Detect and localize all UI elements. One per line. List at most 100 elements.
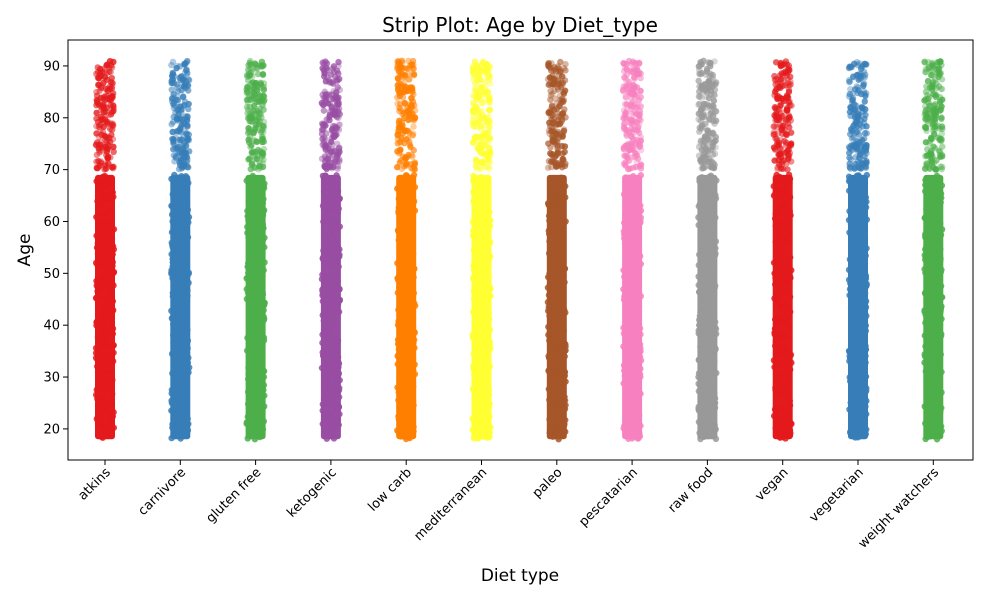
data-point xyxy=(937,351,944,358)
data-point xyxy=(922,368,929,375)
data-point xyxy=(170,139,177,147)
data-point xyxy=(848,63,855,71)
data-point xyxy=(474,327,481,335)
data-point xyxy=(99,381,107,388)
data-point xyxy=(936,344,943,351)
data-point xyxy=(328,370,335,377)
data-point xyxy=(771,191,779,199)
data-point xyxy=(850,379,857,386)
data-point xyxy=(176,136,183,144)
data-point xyxy=(772,268,780,276)
data-point xyxy=(322,58,329,65)
data-point xyxy=(409,132,416,139)
data-point xyxy=(471,253,479,260)
data-point xyxy=(244,388,252,396)
data-point xyxy=(252,124,259,132)
data-point xyxy=(546,336,553,344)
data-point xyxy=(244,400,252,408)
data-point xyxy=(174,224,182,232)
data-point xyxy=(547,328,554,335)
data-point xyxy=(708,343,716,350)
data-point xyxy=(409,153,416,160)
data-point xyxy=(395,195,402,203)
data-point xyxy=(853,102,860,109)
data-point xyxy=(861,115,868,122)
data-point xyxy=(849,127,857,135)
data-point xyxy=(402,71,409,79)
data-point xyxy=(861,129,869,137)
data-point xyxy=(335,263,342,270)
data-point xyxy=(406,373,413,381)
data-point xyxy=(183,130,190,138)
data-point xyxy=(180,163,187,170)
data-point xyxy=(259,149,266,156)
data-point xyxy=(779,433,786,441)
data-point xyxy=(847,280,854,287)
data-point xyxy=(103,134,110,141)
data-point xyxy=(788,359,795,366)
data-point xyxy=(255,94,263,101)
data-point xyxy=(185,137,193,144)
data-point xyxy=(93,282,100,289)
data-point xyxy=(559,243,566,250)
data-point xyxy=(107,205,115,213)
data-point xyxy=(409,291,416,299)
data-point xyxy=(251,274,259,282)
data-point xyxy=(470,123,477,130)
data-point xyxy=(480,293,487,301)
data-point xyxy=(109,308,116,315)
data-point xyxy=(176,393,183,400)
data-point xyxy=(624,225,631,232)
data-point xyxy=(108,390,116,398)
data-point xyxy=(331,147,338,155)
data-point xyxy=(482,366,490,374)
data-point xyxy=(109,251,116,258)
data-point xyxy=(260,83,267,91)
data-point xyxy=(627,278,634,285)
data-point xyxy=(625,435,632,442)
data-point xyxy=(928,295,936,303)
data-point xyxy=(321,234,329,241)
data-point xyxy=(107,245,115,252)
data-point xyxy=(856,139,863,146)
data-point xyxy=(100,173,107,180)
data-point xyxy=(709,301,717,308)
data-point xyxy=(336,158,343,165)
data-point xyxy=(710,97,718,104)
data-point xyxy=(105,383,112,390)
data-point xyxy=(471,413,478,420)
data-point xyxy=(856,428,863,435)
data-point xyxy=(172,109,179,116)
data-point xyxy=(858,415,865,423)
data-point xyxy=(929,183,936,191)
data-point xyxy=(398,64,406,72)
data-point xyxy=(108,281,116,289)
data-point xyxy=(546,355,553,362)
data-point xyxy=(475,433,482,440)
data-point xyxy=(770,412,778,420)
data-point xyxy=(249,249,256,256)
data-point xyxy=(923,226,931,233)
data-point xyxy=(625,314,632,322)
data-point xyxy=(328,141,336,148)
data-point xyxy=(404,232,411,239)
data-point xyxy=(695,93,703,100)
data-point xyxy=(787,351,795,359)
data-point xyxy=(251,369,258,376)
data-point xyxy=(625,409,633,416)
data-point xyxy=(248,149,256,156)
data-point xyxy=(319,407,326,414)
data-point xyxy=(782,259,789,267)
data-point xyxy=(848,312,855,319)
data-point xyxy=(477,234,485,241)
data-point xyxy=(258,295,265,303)
data-point xyxy=(319,420,326,428)
data-point xyxy=(545,212,553,220)
data-point xyxy=(96,162,103,169)
data-point xyxy=(709,177,716,184)
data-point xyxy=(335,370,343,377)
data-point xyxy=(850,265,858,273)
data-point xyxy=(469,334,477,341)
data-point xyxy=(334,84,341,91)
data-point xyxy=(547,403,554,411)
